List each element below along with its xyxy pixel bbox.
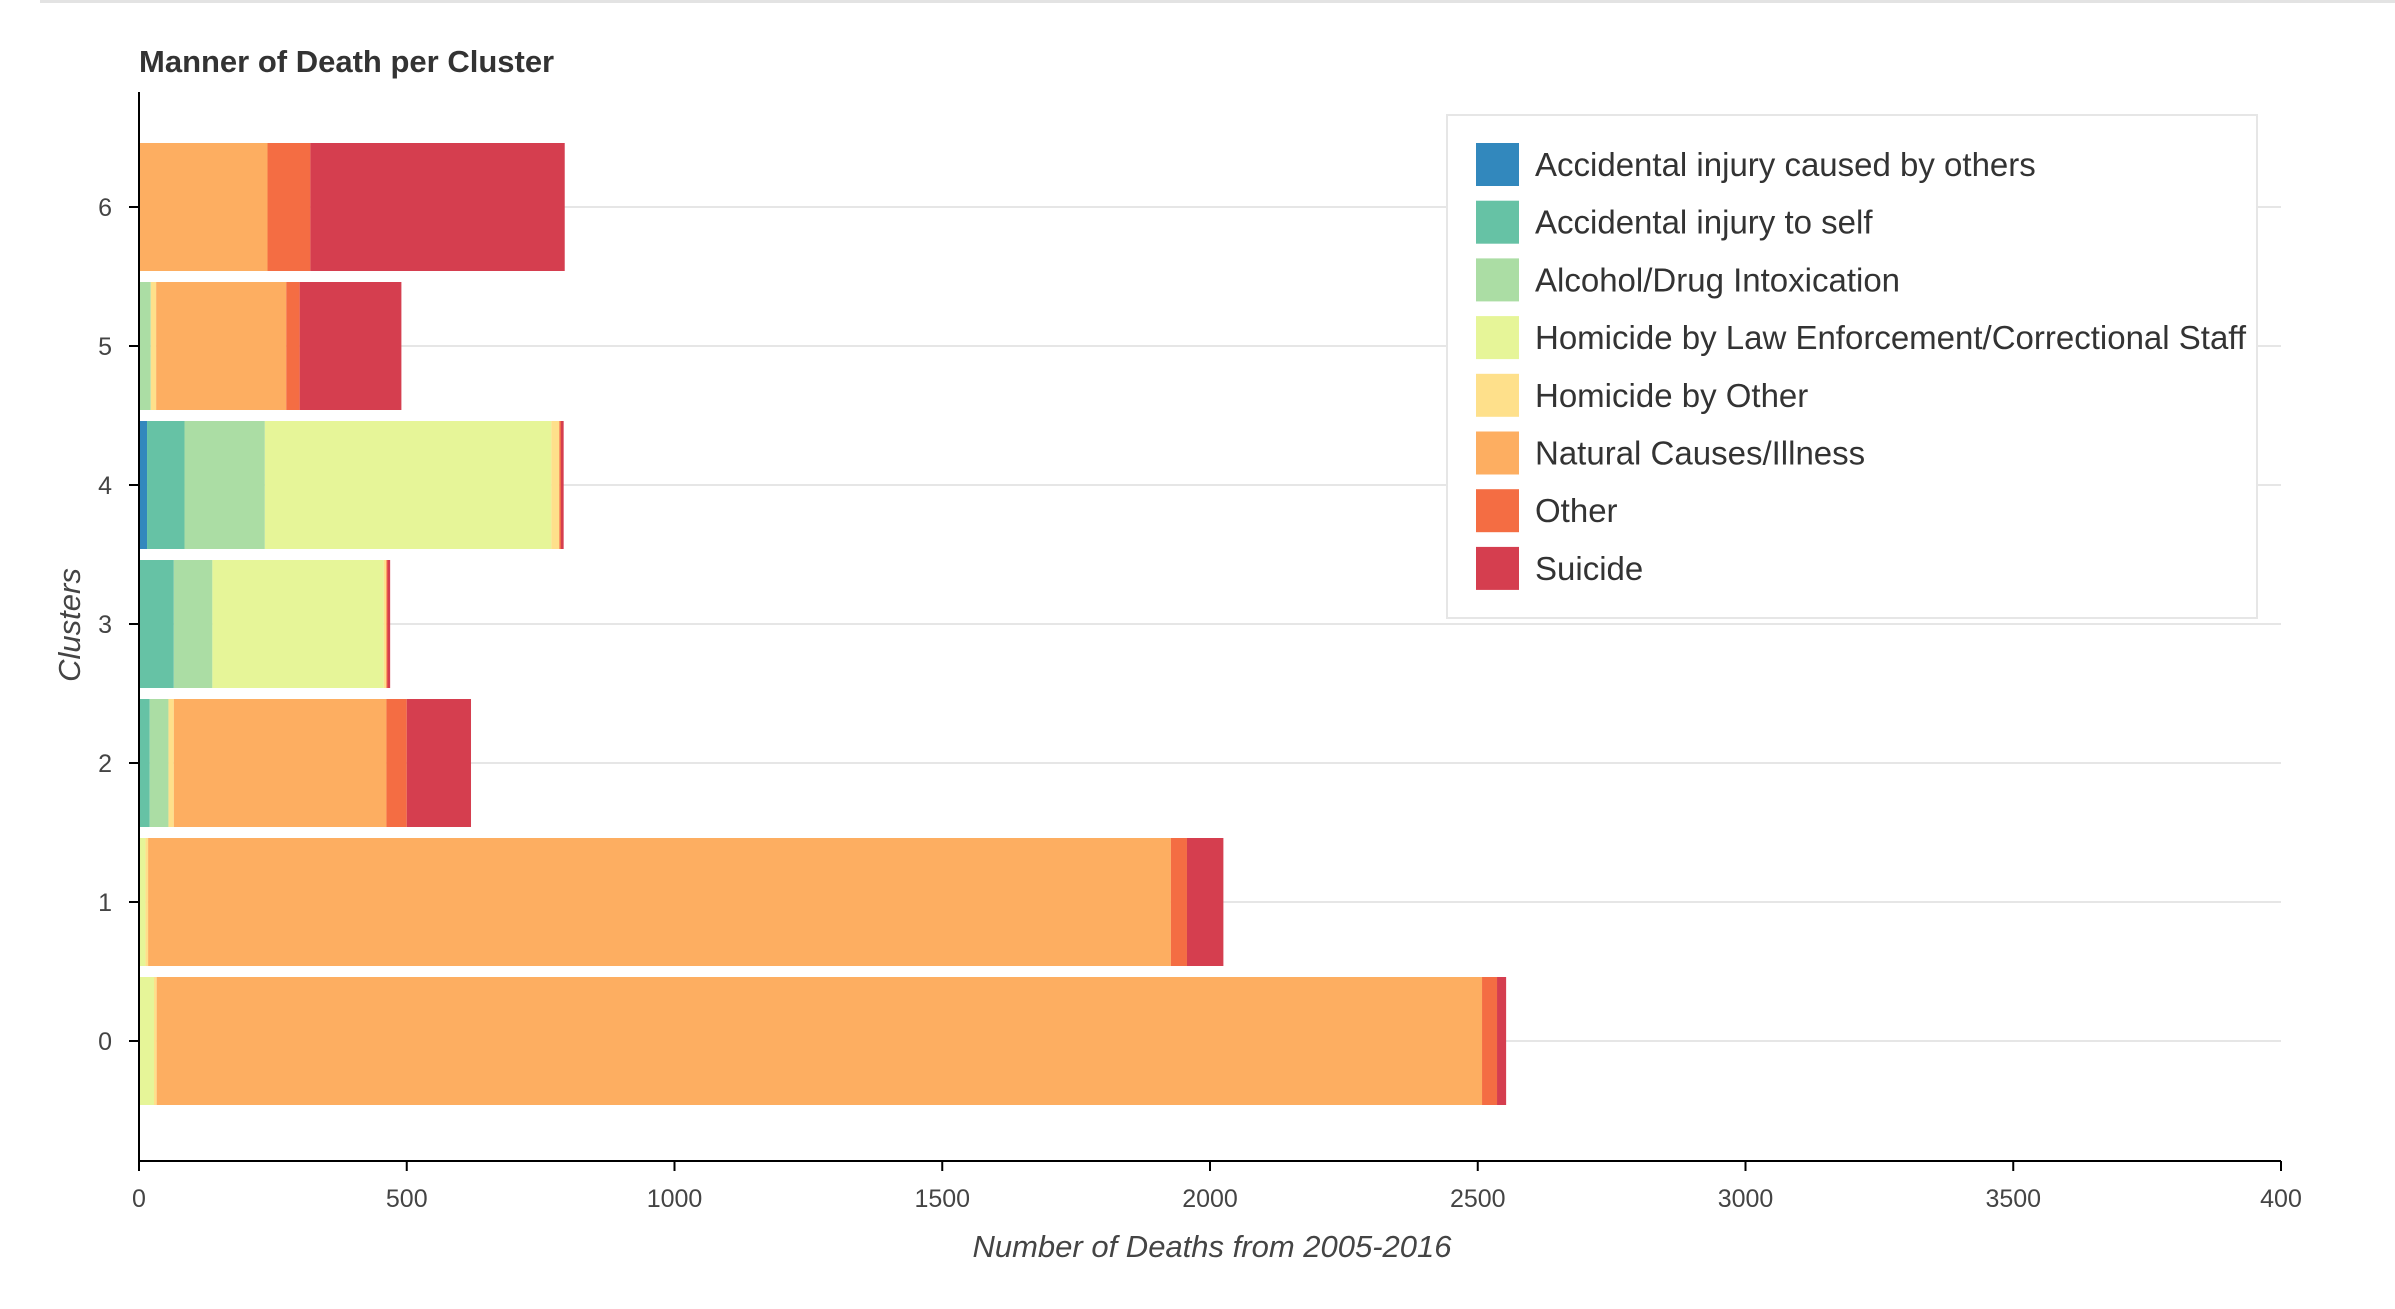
bar-segment: [184, 421, 265, 549]
bars: [139, 143, 1507, 1105]
x-tick-label: 2000: [1182, 1185, 1238, 1213]
bar-segment: [387, 560, 391, 688]
y-axis-label: Clusters: [52, 568, 87, 682]
bar-segment: [147, 421, 185, 549]
legend: Accidental injury caused by others Accide…: [1446, 114, 2258, 619]
bar-segment: [139, 699, 150, 827]
bar-segment: [156, 282, 287, 410]
bar-segment: [267, 143, 311, 271]
bar-segment: [383, 560, 387, 688]
bar-segment: [139, 977, 154, 1105]
x-tick-label: 1500: [914, 1185, 970, 1213]
legend-label: Alcohol/Drug Intoxication: [1535, 261, 1900, 298]
legend-label: Homicide by Law Enforcement/Correctional…: [1535, 319, 2247, 356]
y-tick-label: 6: [98, 194, 112, 222]
legend-swatch: [1476, 143, 1519, 186]
legend-swatch: [1476, 373, 1519, 417]
bar-segment: [156, 977, 1483, 1105]
x-tick-label: 1000: [647, 1185, 703, 1213]
bar-segment: [1497, 977, 1507, 1105]
y-tick-label: 3: [98, 611, 112, 639]
top-border: [40, 0, 2395, 3]
y-tick-label: 1: [98, 889, 112, 917]
bar-segment: [139, 282, 151, 410]
legend-label: Suicide: [1535, 550, 1643, 587]
bar-segment: [286, 282, 300, 410]
bar-segment: [386, 560, 388, 688]
legend-box: [1446, 114, 2258, 619]
bar-segment: [139, 560, 174, 688]
x-tick-label: 400: [2260, 1185, 2302, 1213]
bar-segment: [139, 421, 148, 549]
tick-labels: 0 1 2 3 4 5 6 0 500 1000 1500 2000 2500 3000 3500 400: [98, 194, 2302, 1213]
bar-segment: [406, 699, 472, 827]
bar-segment: [139, 838, 146, 966]
bar-segment: [173, 560, 213, 688]
bar-segment: [212, 560, 384, 688]
legend-label: Homicide by Other: [1535, 377, 1808, 414]
legend-swatch: [1476, 546, 1519, 590]
legend-swatch: [1476, 200, 1519, 244]
y-tick-label: 0: [98, 1028, 112, 1056]
bar-segment: [551, 421, 560, 549]
bar-segment: [310, 143, 565, 271]
y-tick-label: 2: [98, 750, 112, 778]
bar-segment: [264, 421, 552, 549]
legend-swatch: [1476, 316, 1519, 360]
chart-title: Manner of Death per Cluster: [139, 44, 554, 79]
x-tick-label: 3000: [1718, 1185, 1774, 1213]
bar-segment: [149, 699, 169, 827]
bar-segment: [145, 838, 149, 966]
bar-segment: [559, 421, 561, 549]
x-tick-label: 500: [386, 1185, 428, 1213]
legend-label: Accidental injury caused by others: [1535, 146, 2036, 183]
x-tick-label: 0: [132, 1185, 146, 1213]
bar-segment: [168, 699, 174, 827]
legend-swatch: [1476, 258, 1519, 302]
bar-segment: [148, 838, 1171, 966]
bar-segment: [1482, 977, 1498, 1105]
bar-segment: [299, 282, 402, 410]
bar-segment: [1170, 838, 1187, 966]
legend-label: Other: [1535, 492, 1618, 529]
y-tick-label: 4: [98, 472, 112, 500]
legend-swatch: [1476, 489, 1519, 533]
bar-segment: [150, 282, 157, 410]
bar-segment: [1186, 838, 1224, 966]
x-axis-label: Number of Deaths from 2005-2016: [972, 1229, 1452, 1264]
bar-segment: [139, 143, 268, 271]
legend-swatch: [1476, 431, 1519, 475]
bar-segment: [153, 977, 157, 1105]
bar-segment: [173, 699, 387, 827]
bar-segment: [560, 421, 564, 549]
x-tick-label: 2500: [1450, 1185, 1506, 1213]
x-tick-label: 3500: [1985, 1185, 2041, 1213]
bar-segment: [386, 699, 407, 827]
legend-label: Natural Causes/Illness: [1535, 435, 1865, 472]
y-tick-label: 5: [98, 333, 112, 361]
legend-label: Accidental injury to self: [1535, 204, 1873, 241]
